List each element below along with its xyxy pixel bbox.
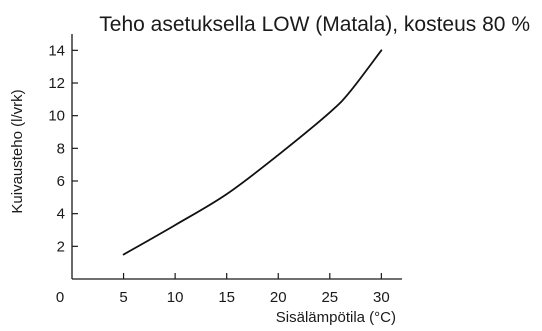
x-tick-label: 5 <box>119 289 127 306</box>
x-tick-label: 15 <box>218 289 235 306</box>
x-tick-label: 30 <box>373 289 390 306</box>
y-tick-label: 14 <box>48 42 65 59</box>
y-axis-ticks: 2 4 6 8 10 12 14 <box>48 42 78 255</box>
y-tick-label: 4 <box>57 206 65 223</box>
x-tick-label: 10 <box>167 289 184 306</box>
axes <box>71 34 402 280</box>
chart-title: Teho asetuksella LOW (Matala), kosteus 8… <box>0 13 542 37</box>
series-line <box>122 49 383 256</box>
chart-title-text: Teho asetuksella LOW (Matala), kosteus 8… <box>99 13 530 36</box>
x-axis-label: Sisälämpötila (°C) <box>276 309 396 326</box>
x-tick-label: 25 <box>321 289 338 306</box>
y-tick-label: 2 <box>57 238 65 255</box>
y-axis-label: Kuivausteho (l/vrk) <box>9 89 26 213</box>
x-tick-label: 20 <box>270 289 287 306</box>
y-tick-label: 12 <box>48 75 65 92</box>
y-tick-label: 8 <box>57 140 65 157</box>
series-group <box>122 49 383 256</box>
x-tick-label: 0 <box>56 289 64 306</box>
y-tick-label: 10 <box>48 108 65 125</box>
x-axis-ticks: 0 5 10 15 20 25 30 <box>56 273 390 306</box>
y-tick-label: 6 <box>57 173 65 190</box>
